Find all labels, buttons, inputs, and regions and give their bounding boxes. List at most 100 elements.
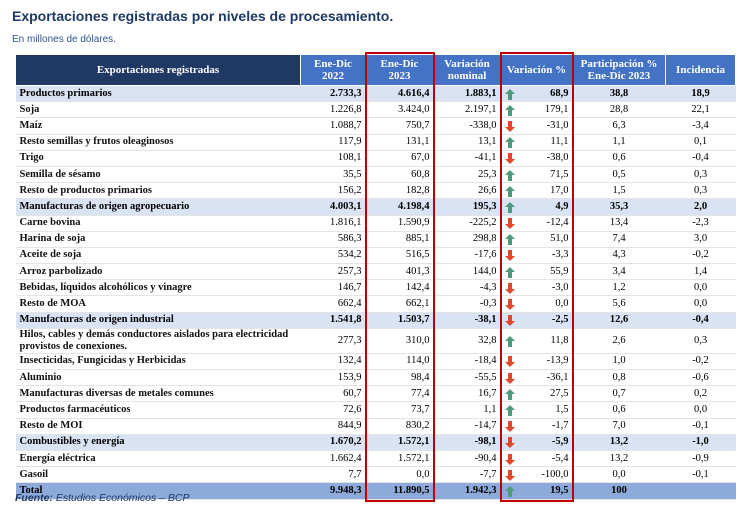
column-header: Exportaciones registradas xyxy=(15,54,301,86)
cell: -0,3 xyxy=(433,295,501,313)
arrow-down xyxy=(504,453,515,465)
table-row: Productos primarios 2.733,3 4.616,4 1.883,1… xyxy=(15,85,736,103)
cell: 1,4 xyxy=(665,263,736,281)
cell: 750,7 xyxy=(365,117,434,135)
cell: 1,2 xyxy=(572,279,666,297)
row-label: Soja xyxy=(15,101,301,119)
cell: 1,0 xyxy=(572,353,666,371)
cell: 132,4 xyxy=(300,353,366,371)
title: Exportaciones registradas por niveles de… xyxy=(12,8,394,24)
cell: 830,2 xyxy=(365,418,434,435)
cell: -36,1 xyxy=(500,369,573,387)
arrow-down xyxy=(504,299,515,311)
cell: 2,6 xyxy=(572,328,666,354)
cell: 9.948,3 xyxy=(300,482,366,501)
cell: -38,1 xyxy=(433,312,501,329)
cell: 142,4 xyxy=(365,279,434,297)
cell: 13,4 xyxy=(572,215,666,232)
row-label: Manufacturas de origen industrial xyxy=(15,312,301,329)
table-row: Manufacturas diversas de metales comunes… xyxy=(15,385,736,403)
cell: -0,6 xyxy=(665,369,736,387)
row-label: Maíz xyxy=(15,117,301,135)
row-label: Combustibles y energía xyxy=(15,434,301,451)
arrow-up xyxy=(504,201,515,213)
cell: 0,0 xyxy=(500,295,573,313)
cell: 71,5 xyxy=(500,166,573,184)
cell: 1,1 xyxy=(572,134,666,151)
cell: 11,8 xyxy=(500,328,573,354)
source-label: Fuente: xyxy=(15,492,53,504)
cell: 28,8 xyxy=(572,101,666,119)
cell: 0,6 xyxy=(572,150,666,167)
column-header: Variación % xyxy=(500,54,573,86)
cell: -5,4 xyxy=(500,450,573,468)
arrow-up xyxy=(504,137,515,149)
cell: 2.197,1 xyxy=(433,101,501,119)
row-label: Gasoil xyxy=(15,466,301,484)
cell: 1,1 xyxy=(433,401,501,419)
cell: 7,4 xyxy=(572,231,666,248)
cell: 0,2 xyxy=(665,385,736,403)
table-row: Soja 1.226,8 3.424,0 2.197,1 179,1 28,8 22,1 xyxy=(15,101,736,119)
cell: 1.590,9 xyxy=(365,215,434,232)
table: Exportaciones registradas Ene-Dic 2022 Ene… xyxy=(15,54,736,501)
cell: -17,6 xyxy=(433,247,501,265)
cell: 73,7 xyxy=(365,401,434,419)
cell: -4,3 xyxy=(433,279,501,297)
arrow-down xyxy=(504,372,515,384)
table-row: Total 9.948,3 11.890,5 1.942,3 19,5 100 xyxy=(15,482,736,501)
table-row: Carne bovina 1.816,1 1.590,9 -225,2 -12,4 13,… xyxy=(15,215,736,232)
cell: 3,0 xyxy=(665,231,736,248)
cell: -3,3 xyxy=(500,247,573,265)
arrow-down xyxy=(504,421,515,433)
cell: 25,3 xyxy=(433,166,501,184)
cell: 0,3 xyxy=(665,182,736,200)
cell: 401,3 xyxy=(365,263,434,281)
cell: 3,4 xyxy=(572,263,666,281)
arrow-up xyxy=(504,185,515,197)
arrow-down xyxy=(504,282,515,294)
row-label: Resto de productos primarios xyxy=(15,182,301,200)
cell: 1.816,1 xyxy=(300,215,366,232)
cell: 310,0 xyxy=(365,328,434,354)
cell: 844,9 xyxy=(300,418,366,435)
row-label: Energía eléctrica xyxy=(15,450,301,468)
column-header: Incidencia xyxy=(665,54,736,86)
cell: 114,0 xyxy=(365,353,434,371)
cell: 55,9 xyxy=(500,263,573,281)
cell: 7,0 xyxy=(572,418,666,435)
cell: 11.890,5 xyxy=(365,482,434,501)
table-row: Manufacturas de origen agropecuario 4.003… xyxy=(15,198,736,216)
cell: 18,9 xyxy=(665,85,736,103)
cell: 586,3 xyxy=(300,231,366,248)
cell: 35,5 xyxy=(300,166,366,184)
cell: 3.424,0 xyxy=(365,101,434,119)
cell: 13,2 xyxy=(572,434,666,451)
cell: -14,7 xyxy=(433,418,501,435)
cell: 156,2 xyxy=(300,182,366,200)
cell: 67,0 xyxy=(365,150,434,167)
cell: 60,7 xyxy=(300,385,366,403)
row-label: Total xyxy=(15,482,301,501)
row-label: Arroz parbolizado xyxy=(15,263,301,281)
cell: -100,0 xyxy=(500,466,573,484)
cell: 16,7 xyxy=(433,385,501,403)
cell: -1,0 xyxy=(665,434,736,451)
cell: 7,7 xyxy=(300,466,366,484)
cell: 5,6 xyxy=(572,295,666,313)
table-row: Resto semillas y frutos oleaginosos 117,9… xyxy=(15,134,736,151)
row-label: Resto semillas y frutos oleaginosos xyxy=(15,134,301,151)
row-label: Insecticidas, Fungicidas y Herbicidas xyxy=(15,353,301,371)
cell: -0,1 xyxy=(665,466,736,484)
cell: 1.503,7 xyxy=(365,312,434,329)
cell: -0,2 xyxy=(665,247,736,265)
table-row: Insecticidas, Fungicidas y Herbicidas 132… xyxy=(15,353,736,371)
cell: 4.198,4 xyxy=(365,198,434,216)
cell: 0,1 xyxy=(665,134,736,151)
source: Estudios Económicos – BCP xyxy=(55,492,190,504)
cell: -0,1 xyxy=(665,418,736,435)
column-header: Variación nominal xyxy=(433,54,501,86)
cell: -1,7 xyxy=(500,418,573,435)
cell: 1.088,7 xyxy=(300,117,366,135)
